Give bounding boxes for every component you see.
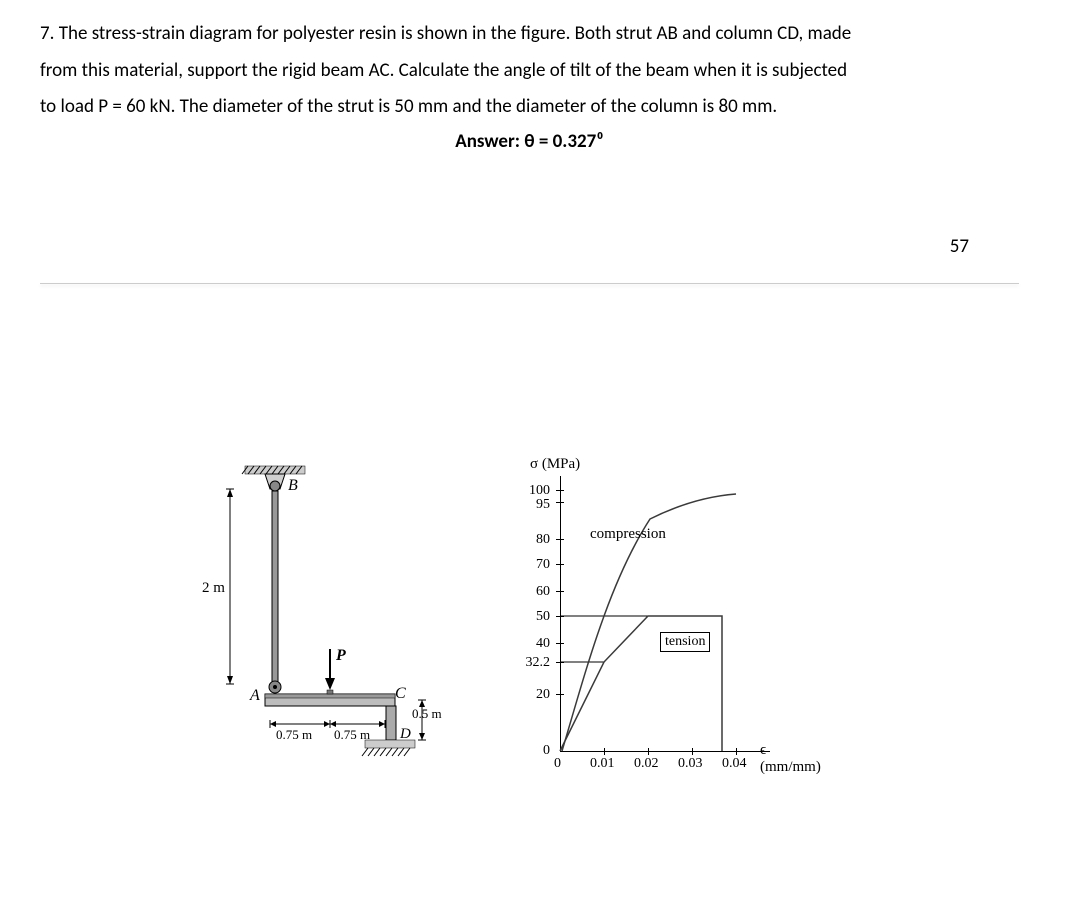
problem-line2: from this material, support the rigid be… (40, 57, 1019, 86)
chart-curves (500, 464, 820, 774)
stress-strain-chart: σ (MPa) 100 95 80 70 60 50 40 32.2 20 0 (500, 464, 820, 774)
label-D: D (399, 726, 411, 742)
label-C: C (395, 685, 406, 702)
dim-075b: 0.75 m (334, 727, 370, 742)
page-number: 57 (950, 235, 969, 258)
problem-line3: to load P = 60 kN. The diameter of the s… (40, 93, 1019, 122)
dim-075a: 0.75 m (276, 727, 312, 742)
label-P: P (335, 647, 346, 664)
dim-2m: 2 m (202, 580, 225, 596)
tension-label: tension (660, 632, 710, 652)
problem-line1: 7. The stress-strain diagram for polyest… (40, 20, 1019, 49)
page-separator (40, 283, 1019, 284)
dim-05m: 0.5 m (412, 706, 442, 721)
answer: Answer: θ = 0.327⁰ (40, 130, 1019, 153)
beam-diagram: B A C P D (190, 464, 450, 774)
label-B: B (288, 477, 298, 494)
label-A: A (249, 687, 260, 704)
compression-label: compression (590, 526, 666, 543)
